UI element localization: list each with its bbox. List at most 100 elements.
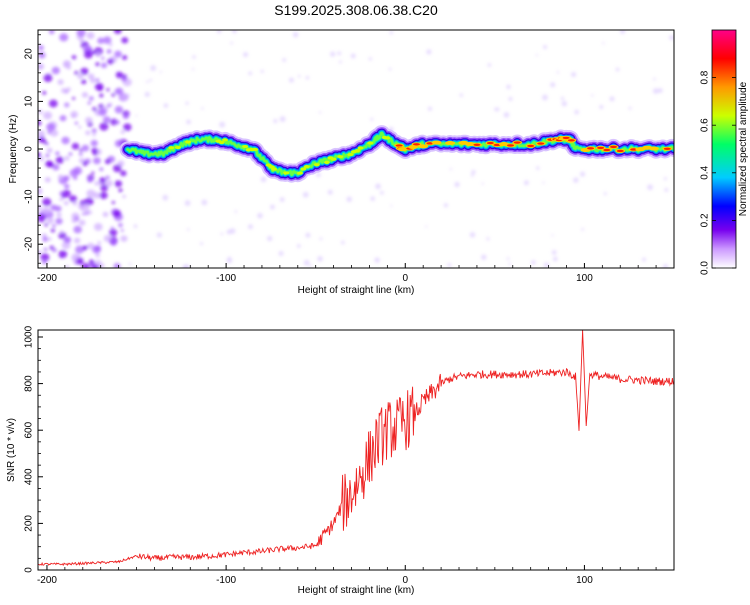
noise-speck: [52, 224, 56, 228]
noise-speck: [73, 176, 78, 180]
noise-speck: [66, 87, 71, 92]
noise-speck: [503, 112, 510, 118]
noise-speck: [120, 235, 128, 242]
noise-speck: [573, 177, 579, 183]
noise-speck: [120, 93, 129, 101]
noise-speck: [106, 88, 110, 92]
noise-speck: [543, 262, 550, 268]
noise-speck: [99, 167, 104, 172]
noise-speck: [149, 78, 153, 82]
noise-speck: [216, 30, 222, 34]
noise-speck: [226, 257, 233, 264]
noise-speck: [615, 67, 620, 72]
noise-speck: [69, 195, 77, 203]
noise-speck: [44, 177, 51, 183]
noise-speck: [91, 128, 97, 134]
noise-speck: [64, 155, 70, 161]
noise-speck: [80, 67, 89, 76]
ridge-hotspot: [603, 148, 611, 152]
ridge-hotspot: [347, 152, 354, 157]
noise-speck: [71, 217, 78, 224]
noise-speck: [135, 114, 138, 117]
noise-speck: [42, 197, 52, 207]
noise-speck: [247, 224, 254, 230]
noise-speck: [226, 229, 232, 235]
noise-speck: [495, 107, 500, 112]
noise-speck: [61, 194, 66, 199]
noise-speck: [105, 180, 113, 187]
noise-speck: [46, 147, 53, 154]
noise-speck: [426, 49, 432, 55]
noise-speck: [101, 56, 105, 60]
noise-speck: [78, 125, 82, 129]
noise-speck: [80, 203, 90, 212]
noise-speck: [87, 210, 93, 215]
noise-speck: [78, 152, 83, 156]
noise-speck: [65, 104, 69, 108]
noise-speck: [81, 262, 91, 268]
noise-speck: [427, 106, 433, 111]
snr-ytick-label: 600: [24, 421, 35, 438]
noise-speck: [110, 226, 114, 230]
noise-speck: [95, 62, 100, 67]
noise-speck: [82, 161, 88, 167]
colorbar-label: Normalized spectral amplitude: [738, 81, 749, 216]
noise-speck: [84, 197, 94, 206]
noise-speck: [581, 228, 585, 231]
noise-speck: [317, 256, 323, 262]
noise-speck: [657, 88, 663, 93]
noise-speck: [50, 129, 59, 137]
noise-speck: [102, 211, 109, 217]
noise-speck: [57, 174, 64, 180]
noise-speck: [121, 76, 127, 82]
noise-speck: [38, 63, 45, 70]
noise-speck: [330, 51, 336, 57]
noise-speck: [91, 264, 98, 268]
ridge-hotspot: [354, 149, 361, 153]
noise-speck: [560, 96, 565, 101]
noise-speck: [90, 139, 98, 147]
noise-speck: [305, 232, 311, 238]
noise-speck: [109, 228, 118, 237]
noise-speck: [591, 94, 594, 97]
noise-speck: [38, 152, 42, 158]
noise-speck: [108, 42, 113, 47]
noise-speck: [454, 181, 460, 188]
noise-speck: [273, 118, 278, 124]
noise-speck: [370, 196, 376, 202]
noise-speck: [449, 168, 453, 171]
noise-speck: [103, 234, 112, 243]
ridge-hotspot: [562, 136, 570, 140]
noise-speck: [536, 166, 540, 170]
snr-xtick-label: -200: [37, 575, 57, 586]
noise-speck: [59, 230, 64, 234]
noise-speck: [102, 116, 111, 124]
noise-speck: [303, 259, 310, 266]
noise-speck: [57, 79, 64, 85]
noise-speck: [292, 31, 299, 38]
ridge-hotspot: [384, 136, 391, 140]
noise-speck: [85, 211, 89, 215]
ridge-hotspot: [297, 171, 304, 175]
noise-speck: [81, 144, 90, 152]
noise-speck: [78, 219, 86, 226]
noise-speck: [79, 148, 83, 152]
noise-speck: [59, 33, 69, 42]
noise-speck: [297, 74, 301, 78]
ridge-hotspot: [610, 145, 618, 149]
noise-speck: [40, 253, 50, 262]
noise-speck: [97, 86, 103, 91]
noise-speck: [99, 122, 109, 131]
noise-speck: [64, 183, 70, 189]
noise-speck: [556, 71, 560, 74]
noise-speck: [305, 75, 310, 80]
noise-speck: [469, 232, 476, 238]
noise-speck: [88, 96, 94, 101]
ridge-hotspot: [567, 139, 575, 142]
noise-speck: [65, 265, 70, 268]
noise-speck: [269, 204, 275, 210]
noise-speck: [61, 136, 70, 145]
noise-speck: [118, 223, 123, 228]
noise-speck: [98, 177, 107, 184]
noise-speck: [85, 130, 91, 136]
